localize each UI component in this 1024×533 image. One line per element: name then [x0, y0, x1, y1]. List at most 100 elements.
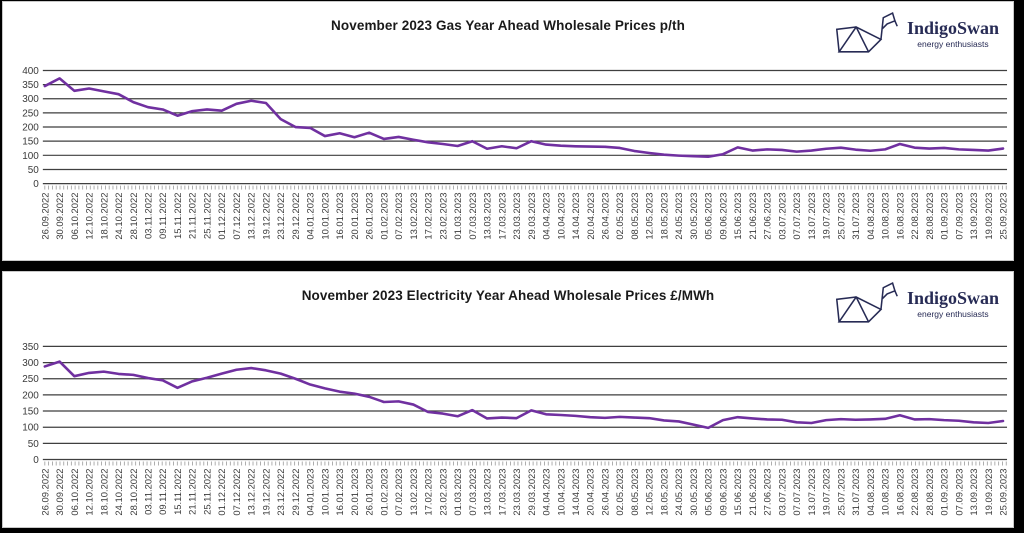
- svg-text:250: 250: [22, 108, 39, 119]
- svg-text:30.09.2022: 30.09.2022: [55, 468, 66, 515]
- svg-text:50: 50: [28, 165, 40, 176]
- svg-text:21.11.2022: 21.11.2022: [188, 193, 199, 239]
- svg-text:0: 0: [33, 455, 39, 466]
- svg-text:23.03.2023: 23.03.2023: [512, 193, 523, 240]
- svg-text:24.10.2022: 24.10.2022: [114, 193, 125, 240]
- svg-text:22.08.2023: 22.08.2023: [910, 468, 921, 515]
- svg-text:28.08.2023: 28.08.2023: [925, 468, 936, 515]
- svg-text:01.03.2023: 01.03.2023: [453, 468, 464, 515]
- svg-text:07.03.2023: 07.03.2023: [468, 193, 479, 240]
- svg-text:300: 300: [22, 358, 39, 369]
- svg-text:13.09.2023: 13.09.2023: [969, 468, 980, 515]
- indigoswan-logo: IndigoSwan energy enthusiasts: [835, 9, 999, 59]
- gas-chart: 0 50 100 150 200 250 300 350 400 26.09.2022 30.09.…: [3, 2, 1013, 260]
- svg-text:04.04.2023: 04.04.2023: [542, 468, 553, 515]
- logo-tagline: energy enthusiasts: [917, 38, 989, 49]
- origami-swan-icon: [835, 11, 898, 53]
- origami-swan-icon: [835, 281, 898, 323]
- svg-text:26.09.2022: 26.09.2022: [40, 193, 51, 240]
- svg-text:16.01.2023: 16.01.2023: [335, 468, 346, 515]
- svg-text:19.12.2022: 19.12.2022: [261, 193, 272, 240]
- svg-text:26.04.2023: 26.04.2023: [600, 193, 611, 240]
- svg-text:350: 350: [22, 80, 39, 91]
- svg-text:23.02.2023: 23.02.2023: [438, 468, 449, 515]
- y-axis-labels: 0 50 100 150 200 250 300 350 400: [22, 66, 39, 190]
- gas-chart-canvas: 0 50 100 150 200 250 300 350 400 26.09.2022 30.09.…: [22, 66, 1009, 240]
- svg-text:08.05.2023: 08.05.2023: [630, 468, 641, 515]
- svg-text:15.11.2022: 15.11.2022: [173, 193, 184, 239]
- svg-text:15.06.2023: 15.06.2023: [733, 468, 744, 515]
- svg-text:200: 200: [22, 390, 39, 401]
- svg-text:16.08.2023: 16.08.2023: [895, 193, 906, 240]
- svg-text:26.01.2023: 26.01.2023: [365, 468, 376, 515]
- gas-chart-panel: November 2023 Gas Year Ahead Wholesale P…: [2, 1, 1014, 261]
- svg-text:12.10.2022: 12.10.2022: [85, 468, 96, 515]
- svg-text:12.05.2023: 12.05.2023: [645, 468, 656, 515]
- svg-text:350: 350: [22, 342, 39, 353]
- svg-text:10.04.2023: 10.04.2023: [556, 193, 567, 240]
- logo-name: IndigoSwan: [906, 18, 999, 39]
- svg-text:27.06.2023: 27.06.2023: [763, 193, 774, 240]
- svg-text:01.09.2023: 01.09.2023: [940, 193, 951, 240]
- svg-text:13.07.2023: 13.07.2023: [807, 193, 818, 240]
- svg-text:23.03.2023: 23.03.2023: [512, 468, 523, 515]
- logo-name: IndigoSwan: [906, 288, 999, 309]
- svg-text:01.12.2022: 01.12.2022: [217, 193, 228, 240]
- svg-text:27.06.2023: 27.06.2023: [763, 468, 774, 515]
- svg-text:17.02.2023: 17.02.2023: [424, 193, 435, 240]
- svg-text:13.07.2023: 13.07.2023: [807, 468, 818, 515]
- svg-text:25.09.2023: 25.09.2023: [999, 468, 1010, 515]
- svg-text:21.06.2023: 21.06.2023: [748, 193, 759, 240]
- svg-text:10.08.2023: 10.08.2023: [881, 193, 892, 240]
- svg-text:400: 400: [22, 66, 39, 77]
- logo-text: IndigoSwan energy enthusiasts: [907, 19, 999, 49]
- svg-text:04.04.2023: 04.04.2023: [542, 193, 553, 240]
- svg-text:26.09.2022: 26.09.2022: [40, 468, 51, 515]
- svg-text:23.02.2023: 23.02.2023: [438, 193, 449, 240]
- svg-text:23.12.2022: 23.12.2022: [276, 468, 287, 515]
- svg-text:15.06.2023: 15.06.2023: [733, 193, 744, 240]
- svg-text:29.03.2023: 29.03.2023: [527, 193, 538, 240]
- svg-text:06.10.2022: 06.10.2022: [70, 468, 81, 515]
- svg-text:20.04.2023: 20.04.2023: [586, 468, 597, 515]
- svg-text:0: 0: [33, 179, 39, 190]
- svg-text:19.09.2023: 19.09.2023: [984, 193, 995, 240]
- svg-text:07.02.2023: 07.02.2023: [394, 193, 405, 240]
- svg-text:01.12.2022: 01.12.2022: [217, 468, 228, 515]
- svg-text:17.02.2023: 17.02.2023: [424, 468, 435, 515]
- svg-text:07.07.2023: 07.07.2023: [792, 193, 803, 240]
- svg-text:28.10.2022: 28.10.2022: [129, 193, 140, 240]
- gas-chart-title: November 2023 Gas Year Ahead Wholesale P…: [331, 18, 685, 33]
- svg-text:22.08.2023: 22.08.2023: [910, 193, 921, 240]
- y-axis-labels: 0 50 100 150 200 250 300 350: [22, 342, 39, 466]
- svg-text:18.10.2022: 18.10.2022: [99, 193, 110, 240]
- price-line: [43, 360, 1005, 430]
- svg-text:01.02.2023: 01.02.2023: [379, 193, 390, 240]
- svg-text:25.09.2023: 25.09.2023: [999, 193, 1010, 240]
- x-axis-labels: 26.09.2022 30.09.2022 06.10.2022 12.10.2022…: [40, 193, 1009, 240]
- svg-text:30.05.2023: 30.05.2023: [689, 468, 700, 515]
- svg-text:10.01.2023: 10.01.2023: [320, 193, 331, 240]
- svg-text:13.02.2023: 13.02.2023: [409, 193, 420, 240]
- svg-text:03.07.2023: 03.07.2023: [777, 193, 788, 240]
- svg-text:25.07.2023: 25.07.2023: [836, 468, 847, 515]
- svg-text:07.12.2022: 07.12.2022: [232, 193, 243, 240]
- svg-text:19.12.2022: 19.12.2022: [261, 468, 272, 515]
- svg-text:13.03.2023: 13.03.2023: [483, 193, 494, 240]
- svg-text:09.11.2022: 09.11.2022: [158, 193, 169, 239]
- svg-text:16.01.2023: 16.01.2023: [335, 193, 346, 240]
- electricity-chart: 0 50 100 150 200 250 300 350 26.09.2022 30.09.202…: [3, 272, 1013, 527]
- svg-text:14.04.2023: 14.04.2023: [571, 193, 582, 240]
- indigoswan-logo: IndigoSwan energy enthusiasts: [835, 279, 999, 329]
- price-line: [43, 77, 1005, 158]
- svg-text:20.01.2023: 20.01.2023: [350, 468, 361, 515]
- logo-text: IndigoSwan energy enthusiasts: [907, 289, 999, 319]
- svg-text:03.11.2022: 03.11.2022: [143, 193, 154, 239]
- gridlines: [42, 69, 1008, 185]
- svg-text:25.07.2023: 25.07.2023: [836, 193, 847, 240]
- svg-text:150: 150: [22, 137, 39, 148]
- svg-text:04.08.2023: 04.08.2023: [866, 468, 877, 515]
- svg-text:06.10.2022: 06.10.2022: [70, 193, 81, 240]
- electricity-chart-title: November 2023 Electricity Year Ahead Who…: [301, 288, 715, 303]
- svg-text:08.05.2023: 08.05.2023: [630, 193, 641, 240]
